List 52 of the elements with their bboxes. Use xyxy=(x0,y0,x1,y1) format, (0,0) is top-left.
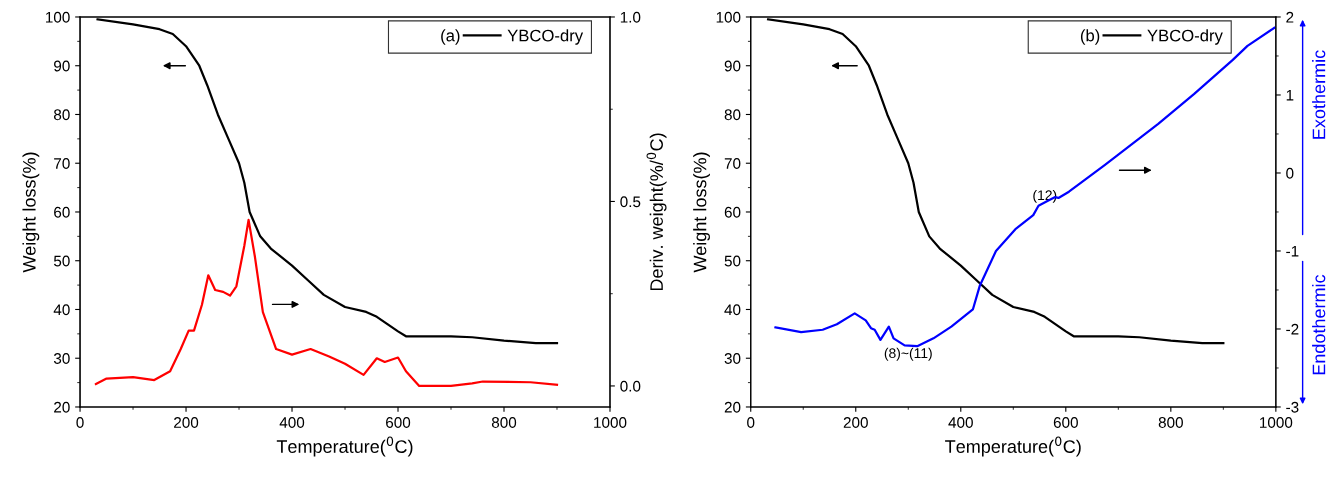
x-tick-label: 600 xyxy=(386,417,411,428)
y2-tick-label: 2 xyxy=(1286,11,1294,23)
y2-tick-label: 0.0 xyxy=(620,380,641,392)
y2-tick-label: -2 xyxy=(1286,323,1299,335)
y-tick-label: 70 xyxy=(54,158,70,169)
y2-tick-label: -1 xyxy=(1286,246,1299,257)
y-tick-label: 80 xyxy=(53,109,70,121)
x-tick-label: 0 xyxy=(747,417,755,428)
x-tick-label: 800 xyxy=(491,417,517,428)
y-tick-label: 70 xyxy=(724,158,741,169)
y2-tick-label: 1 xyxy=(1286,90,1294,101)
y-tick-label: 20 xyxy=(54,401,70,413)
x-tick-label: 1000 xyxy=(594,417,627,428)
legend-title: (b) xyxy=(1080,29,1100,45)
y2-tick-label: 0.5 xyxy=(620,196,641,208)
y-axis-title: Weight loss(%) xyxy=(22,152,40,273)
y-tick-label: 30 xyxy=(724,353,741,364)
y2-tick-label: 0 xyxy=(1286,167,1294,179)
x-axis-title: Temperature($^{0}$C) xyxy=(945,436,1081,457)
y-tick-label: 90 xyxy=(724,60,741,72)
y-tick-label: 80 xyxy=(724,109,741,121)
x-tick-label: 1000 xyxy=(1260,417,1293,428)
line-series xyxy=(94,218,559,388)
y-tick-label: 100 xyxy=(716,11,741,23)
x-tick-label: 0 xyxy=(76,417,84,428)
y-tick-label: 50 xyxy=(53,255,70,267)
legend-label: YBCO-dry xyxy=(1147,29,1223,45)
y2-tick-label: 1.0 xyxy=(620,11,641,23)
x-tick-label: 600 xyxy=(1053,417,1078,428)
x-tick-label: 200 xyxy=(843,417,868,428)
annotation: (8)~(11) xyxy=(884,347,932,361)
legend-label: YBCO-dry xyxy=(507,29,584,45)
x-tick-label: 400 xyxy=(279,417,305,428)
x-tick-label: 200 xyxy=(174,417,199,428)
y2-tick-label: -3 xyxy=(1286,401,1299,413)
y-tick-label: 40 xyxy=(724,304,741,316)
x-axis-title: Temperature($^{0}$C) xyxy=(276,436,413,457)
text: Exothermic xyxy=(1312,50,1326,139)
y-tick-label: 30 xyxy=(53,353,70,364)
y-tick-label: 90 xyxy=(54,60,70,72)
y-tick-label: 40 xyxy=(53,304,70,316)
text: Endothermic xyxy=(1312,274,1326,375)
x-tick-label: 800 xyxy=(1158,417,1183,428)
y-tick-label: 50 xyxy=(724,255,741,267)
y-tick-label: 60 xyxy=(724,206,741,218)
legend-title: (a) xyxy=(441,29,460,45)
y-axis-title: Weight loss(%) xyxy=(693,152,710,273)
y-tick-label: 100 xyxy=(46,11,70,23)
y-tick-label: 60 xyxy=(54,206,70,218)
y2-axis-title: Deriv. weight(%/$^{0}$C) xyxy=(646,133,667,291)
x-tick-label: 400 xyxy=(948,417,973,428)
y-tick-label: 20 xyxy=(724,401,741,413)
